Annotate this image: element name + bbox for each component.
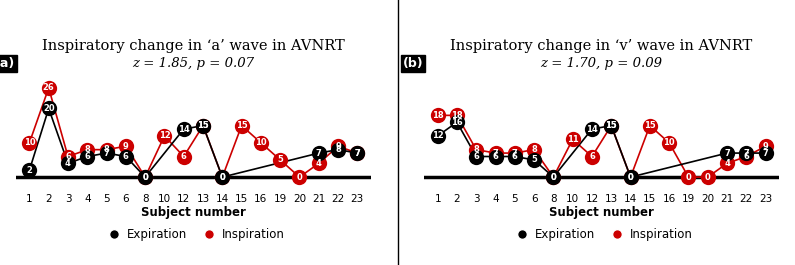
Text: 8: 8 — [335, 145, 341, 154]
Text: 4: 4 — [65, 159, 71, 168]
Text: 6: 6 — [493, 152, 498, 161]
Text: 0: 0 — [550, 173, 556, 182]
Text: 0: 0 — [628, 173, 634, 182]
Text: 7: 7 — [103, 149, 110, 158]
Text: (b): (b) — [403, 57, 424, 70]
Text: Inspiratory change in ‘v’ wave in AVNRT: Inspiratory change in ‘v’ wave in AVNRT — [451, 39, 753, 53]
Text: 6: 6 — [180, 152, 187, 161]
Text: 7: 7 — [762, 149, 769, 158]
Text: 0: 0 — [297, 173, 302, 182]
Text: z = 1.85, p = 0.07: z = 1.85, p = 0.07 — [133, 56, 254, 69]
Text: 26: 26 — [43, 83, 55, 92]
Text: 0: 0 — [705, 173, 711, 182]
Text: 10: 10 — [255, 138, 267, 147]
Text: z = 1.70, p = 0.09: z = 1.70, p = 0.09 — [541, 56, 662, 69]
Text: 15: 15 — [197, 121, 209, 130]
Text: 9: 9 — [762, 142, 769, 151]
Text: 16: 16 — [451, 118, 463, 127]
Text: 6: 6 — [84, 152, 90, 161]
Text: 10: 10 — [24, 138, 35, 147]
X-axis label: Subject number: Subject number — [141, 206, 246, 219]
X-axis label: Subject number: Subject number — [549, 206, 654, 219]
Text: 6: 6 — [123, 152, 129, 161]
Text: 0: 0 — [219, 173, 225, 182]
Text: 7: 7 — [743, 149, 749, 158]
Text: 15: 15 — [236, 121, 247, 130]
Text: 7: 7 — [355, 149, 360, 158]
Text: 8: 8 — [84, 145, 90, 154]
Text: 12: 12 — [158, 131, 170, 140]
Text: 14: 14 — [586, 125, 598, 134]
Text: 14: 14 — [178, 125, 190, 134]
Text: 7: 7 — [316, 149, 322, 158]
Text: 5: 5 — [277, 156, 283, 165]
Text: 0: 0 — [219, 173, 225, 182]
Text: 4: 4 — [724, 159, 730, 168]
Text: 18: 18 — [451, 111, 463, 120]
Text: 15: 15 — [605, 121, 617, 130]
Text: 6: 6 — [743, 152, 749, 161]
Text: 7: 7 — [355, 149, 360, 158]
Text: (a): (a) — [0, 57, 15, 70]
Text: 10: 10 — [663, 138, 675, 147]
Text: 15: 15 — [605, 121, 617, 130]
Text: 12: 12 — [432, 131, 444, 140]
Text: 2: 2 — [26, 166, 33, 175]
Text: 5: 5 — [531, 156, 537, 165]
Text: 7: 7 — [512, 149, 518, 158]
Text: 20: 20 — [43, 104, 55, 113]
Text: 0: 0 — [550, 173, 556, 182]
Text: 15: 15 — [644, 121, 656, 130]
Text: 0: 0 — [685, 173, 692, 182]
Text: 8: 8 — [103, 145, 110, 154]
Text: 6: 6 — [512, 152, 518, 161]
Text: 9: 9 — [123, 142, 129, 151]
Text: 6: 6 — [473, 152, 479, 161]
Text: 0: 0 — [142, 173, 148, 182]
Text: 11: 11 — [567, 135, 579, 144]
Text: 7: 7 — [724, 149, 730, 158]
Text: 0: 0 — [142, 173, 148, 182]
Text: 7: 7 — [493, 149, 498, 158]
Text: 8: 8 — [473, 145, 479, 154]
Text: 9: 9 — [335, 142, 341, 151]
Legend: Expiration, Inspiration: Expiration, Inspiration — [506, 223, 697, 246]
Text: Inspiratory change in ‘a’ wave in AVNRT: Inspiratory change in ‘a’ wave in AVNRT — [42, 39, 345, 53]
Text: 15: 15 — [197, 121, 209, 130]
Legend: Expiration, Inspiration: Expiration, Inspiration — [98, 223, 289, 246]
Text: 18: 18 — [432, 111, 444, 120]
Text: 0: 0 — [628, 173, 634, 182]
Text: 8: 8 — [531, 145, 537, 154]
Text: 6: 6 — [65, 152, 71, 161]
Text: 4: 4 — [316, 159, 322, 168]
Text: 6: 6 — [589, 152, 595, 161]
